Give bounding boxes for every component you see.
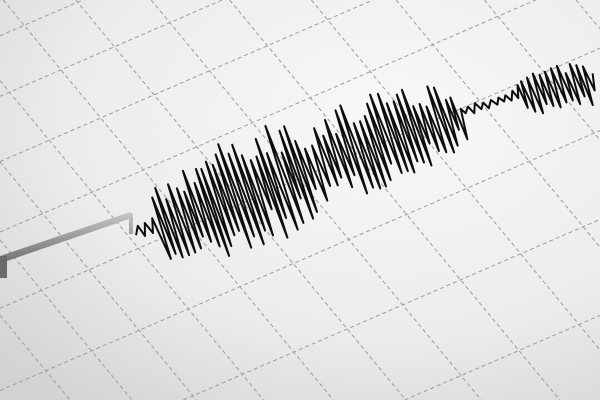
recording-arm bbox=[0, 212, 133, 278]
grid-line-horizontal bbox=[404, 314, 600, 400]
grid-line-horizontal bbox=[0, 0, 83, 37]
grid-line-horizontal bbox=[0, 0, 374, 163]
grid-line-horizontal bbox=[0, 47, 600, 309]
seismic-trace bbox=[135, 63, 596, 260]
grid-line-vertical bbox=[0, 80, 264, 400]
grid-line-vertical bbox=[150, 0, 482, 400]
grid-line-horizontal bbox=[183, 218, 600, 400]
grid-line-horizontal bbox=[0, 130, 600, 392]
recording-arm-pivot bbox=[0, 256, 7, 278]
grid-line-vertical bbox=[484, 0, 600, 141]
seismic-trace-line bbox=[135, 63, 596, 260]
grid-line-vertical bbox=[0, 161, 197, 400]
grid-line-vertical bbox=[310, 0, 600, 351]
grid-line-vertical bbox=[0, 314, 71, 400]
recording-arm-bar bbox=[0, 212, 133, 278]
grid-line-vertical bbox=[575, 0, 600, 30]
grid-line-vertical bbox=[2, 0, 334, 400]
grid-line-vertical bbox=[229, 0, 561, 400]
grid-line-vertical bbox=[395, 0, 600, 248]
grid-line-horizontal bbox=[0, 0, 223, 97]
grid-line-horizontal bbox=[0, 0, 536, 233]
